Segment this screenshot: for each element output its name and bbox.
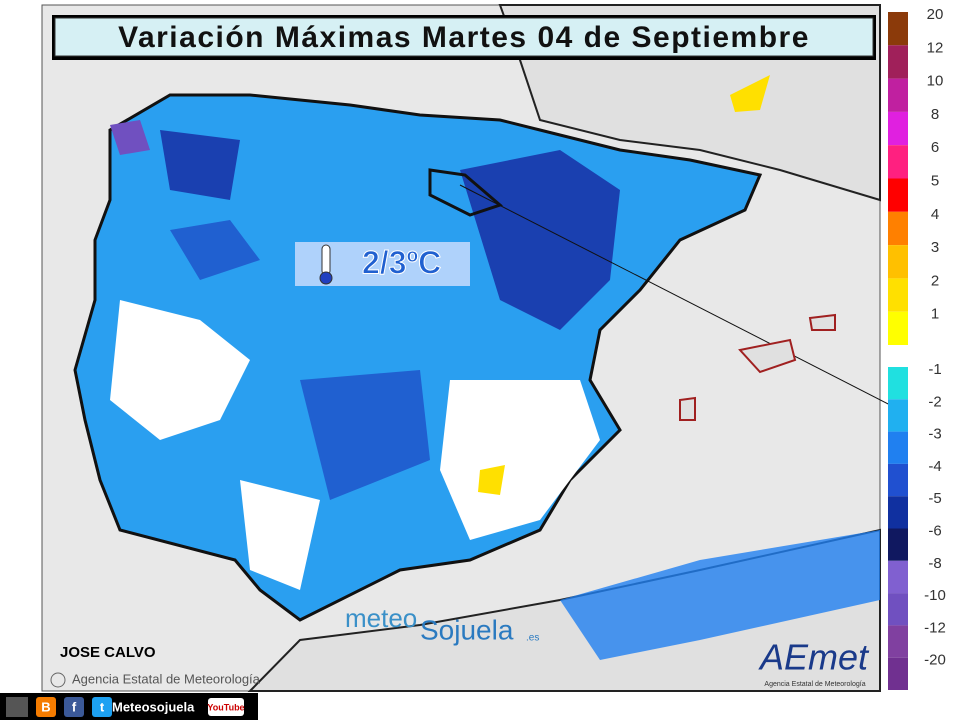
legend-swatch [888, 211, 908, 246]
legend-label: -10 [924, 587, 946, 604]
legend-label: -8 [928, 555, 941, 572]
legend-label: -5 [928, 490, 941, 507]
strong-cooling-area [160, 130, 620, 330]
social-icon-label[interactable]: t [100, 699, 105, 714]
legend-label: 12 [927, 39, 944, 56]
legend-swatch [888, 528, 908, 561]
legend-label: 3 [931, 239, 939, 256]
account: Meteosojuela [112, 699, 195, 714]
legend: 20 12 10 8 6 5 4 3 2 1 -1 -2 -3 -4 -5 -6 -8 -10 -12 -20 [888, 6, 946, 690]
thermometer [321, 244, 331, 276]
legend-label: -1 [928, 361, 941, 378]
legend-label: 20 [927, 6, 944, 23]
legend-label: 2 [931, 272, 939, 289]
no-change-area [110, 300, 600, 590]
title: Variación Máximas Martes 04 de Septiembr… [118, 21, 810, 54]
copyright-icon [50, 672, 66, 688]
logo-meteo: meteo [345, 603, 417, 633]
social-icon[interactable] [92, 697, 112, 717]
legend-swatch [888, 311, 908, 345]
legend-swatch [888, 496, 908, 529]
legend-label: 6 [931, 139, 939, 156]
legend-label: -2 [928, 393, 941, 410]
thermometer-bulb [319, 271, 333, 285]
legend-swatch [888, 367, 908, 400]
legend-label: -4 [928, 458, 941, 475]
legend-label: 8 [931, 106, 939, 123]
legend-swatch [888, 178, 908, 212]
legend-swatch [888, 111, 908, 146]
legend-swatch [888, 625, 908, 658]
legend-label: 4 [931, 206, 939, 223]
copyright: Agencia Estatal de Meteorología [72, 671, 261, 686]
islands [679, 313, 836, 421]
la-rioja [428, 168, 503, 217]
logo-aemet-subtitle: Agencia Estatal de Meteorología [764, 681, 865, 688]
africa-anomaly [560, 530, 880, 660]
annotation: 2/3ºC [362, 244, 441, 280]
legend-swatch [888, 463, 908, 497]
instagram-icon [6, 697, 28, 717]
legend-label: -20 [924, 652, 946, 669]
social-icon-label[interactable]: B [41, 699, 50, 714]
social-icon-label[interactable]: f [72, 699, 77, 714]
legend-label: 10 [927, 73, 944, 90]
logo-es: .es [526, 633, 539, 644]
cooling-area [170, 220, 430, 500]
legend-swatch [888, 145, 908, 179]
author: JOSE CALVO [60, 644, 156, 661]
legend-label: 5 [931, 172, 939, 189]
legend-label: -3 [928, 426, 941, 443]
legend-swatch [888, 431, 908, 464]
legend-swatch [888, 399, 908, 432]
legend-label: 1 [931, 306, 939, 323]
legend-swatch [888, 245, 908, 279]
logo-aemet: AEmet [758, 637, 870, 678]
legend-swatch [888, 560, 908, 594]
legend-swatch [888, 278, 908, 312]
youtube-label[interactable]: YouTube [207, 702, 244, 712]
legend-swatch [888, 45, 908, 79]
legend-label: -12 [924, 619, 946, 636]
logo-sojuela: Sojuela [420, 614, 514, 645]
legend-swatch [888, 78, 908, 112]
social-icon[interactable] [36, 697, 56, 717]
legend-swatch [888, 657, 908, 690]
legend-label: -6 [928, 522, 941, 539]
extreme-cooling-area [110, 120, 150, 155]
social-icon[interactable] [64, 697, 84, 717]
title-box [54, 17, 874, 57]
pointer-line [459, 184, 901, 411]
youtube-icon[interactable] [208, 698, 244, 716]
legend-swatch [888, 12, 908, 46]
legend-swatch [888, 593, 908, 626]
